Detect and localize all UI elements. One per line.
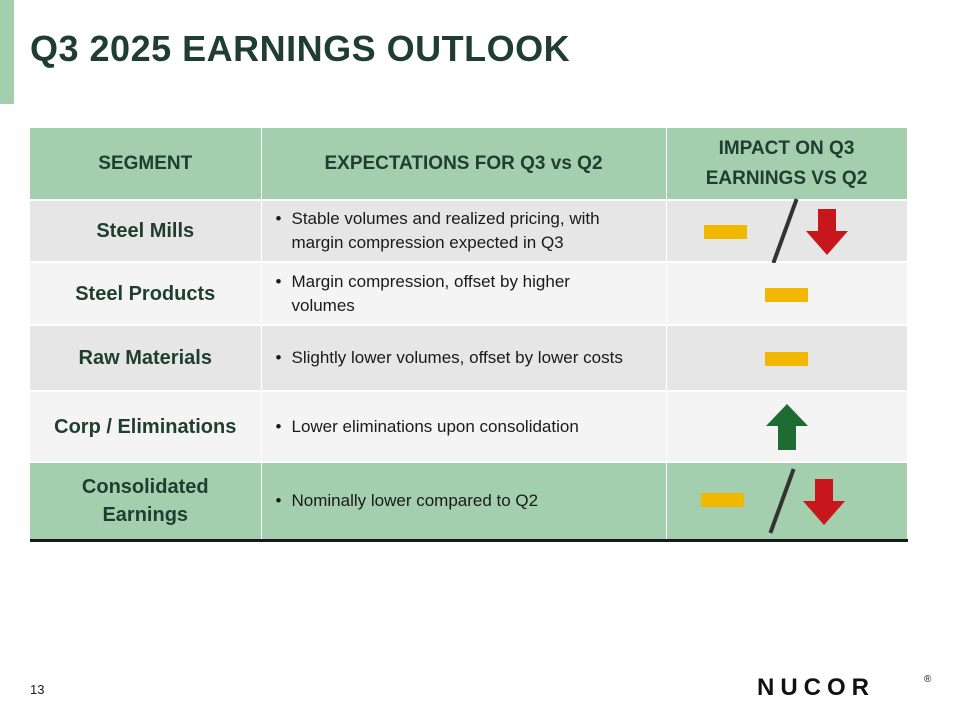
bullet-item: • Stable volumes and realized pricing, w… <box>262 207 666 255</box>
bullet-item: • Margin compression, offset by higher vo… <box>262 270 666 318</box>
bullet-glyph: • <box>275 209 282 228</box>
table-row-consolidated: Consolidated Earnings • Nominally lower … <box>30 462 908 542</box>
neutral-dash-icon <box>703 225 747 239</box>
down-arrow-icon <box>802 479 845 525</box>
earnings-outlook-table: SEGMENT EXPECTATIONS FOR Q3 vs Q2 IMPACT… <box>30 128 908 542</box>
segment-label: Raw Materials <box>78 347 212 369</box>
down-arrow-icon <box>805 209 848 255</box>
impact-cell <box>666 391 908 463</box>
segment-cell: Raw Materials <box>30 325 262 392</box>
expectation-text: Slightly lower volumes, offset by lower … <box>291 348 623 367</box>
expectation-text-cont: volumes <box>291 295 355 315</box>
segment-cell: Consolidated Earnings <box>30 462 262 542</box>
neutral-dash-icon <box>764 287 808 302</box>
expectation-text: Margin compression, offset by higher <box>291 271 570 291</box>
expectation-cell: • Margin compression, offset by higher vo… <box>261 262 667 326</box>
expectation-cell: • Lower eliminations upon consolidation <box>261 391 667 463</box>
bullet-glyph: • <box>275 271 282 291</box>
header-impact-line1: IMPACT ON Q3 <box>718 137 855 159</box>
header-expectations: EXPECTATIONS FOR Q3 vs Q2 <box>261 128 667 201</box>
expectation-text-cont: margin compression expected in Q3 <box>291 233 564 252</box>
bullet-glyph: • <box>275 348 282 367</box>
impact-cell <box>666 198 908 264</box>
bullet-item: • Lower eliminations upon consolidation <box>262 415 666 439</box>
nucor-logo: NUCOR <box>757 676 875 698</box>
up-arrow-icon <box>765 404 808 450</box>
segment-label: Corp / Eliminations <box>54 415 237 438</box>
impact-cell <box>666 262 908 326</box>
accent-bar <box>0 0 14 104</box>
expectation-text: Nominally lower compared to Q2 <box>291 491 539 510</box>
expectation-text: Lower eliminations upon consolidation <box>291 416 579 436</box>
segment-cell: Steel Mills <box>30 200 262 263</box>
table-header-row: SEGMENT EXPECTATIONS FOR Q3 vs Q2 IMPACT… <box>30 128 908 201</box>
bullet-item: • Slightly lower volumes, offset by lowe… <box>262 346 666 370</box>
table-row: Steel Products • Margin compression, off… <box>30 262 908 326</box>
segment-cell: Steel Products <box>30 262 262 326</box>
table-row: Raw Materials • Slightly lower volumes, … <box>30 325 908 392</box>
neutral-dash-icon <box>764 352 808 366</box>
logo-text: NUCOR <box>757 676 875 698</box>
page-number: 13 <box>30 682 45 697</box>
segment-label: Steel Mills <box>96 220 195 242</box>
header-impact-line2: EARNINGS VS Q2 <box>705 167 868 189</box>
segment-label: Consolidated <box>81 476 209 498</box>
bullet-glyph: • <box>275 491 282 510</box>
expectation-cell: • Slightly lower volumes, offset by lowe… <box>261 325 667 392</box>
registered-mark: ® <box>924 674 932 685</box>
expectation-text: Stable volumes and realized pricing, wit… <box>291 209 600 228</box>
bullet-item: • Nominally lower compared to Q2 <box>262 489 666 513</box>
expectation-cell: • Stable volumes and realized pricing, w… <box>261 200 667 263</box>
impact-cell <box>666 462 908 542</box>
page-title: Q3 2025 EARNINGS OUTLOOK <box>30 28 571 69</box>
table-row: Steel Mills • Stable volumes and realize… <box>30 198 908 264</box>
segment-label-cont: Earnings <box>102 504 189 526</box>
neutral-dash-icon <box>700 493 744 507</box>
bullet-glyph: • <box>275 416 282 436</box>
slash-icon <box>767 468 796 534</box>
header-segment: SEGMENT <box>30 128 262 201</box>
header-impact: IMPACT ON Q3 EARNINGS VS Q2 <box>666 128 908 201</box>
segment-cell: Corp / Eliminations <box>30 391 262 463</box>
expectation-cell: • Nominally lower compared to Q2 <box>261 462 667 542</box>
segment-label: Steel Products <box>75 282 216 305</box>
impact-cell <box>666 325 908 392</box>
slash-icon <box>770 198 799 264</box>
table-row: Corp / Eliminations • Lower eliminations… <box>30 391 908 463</box>
